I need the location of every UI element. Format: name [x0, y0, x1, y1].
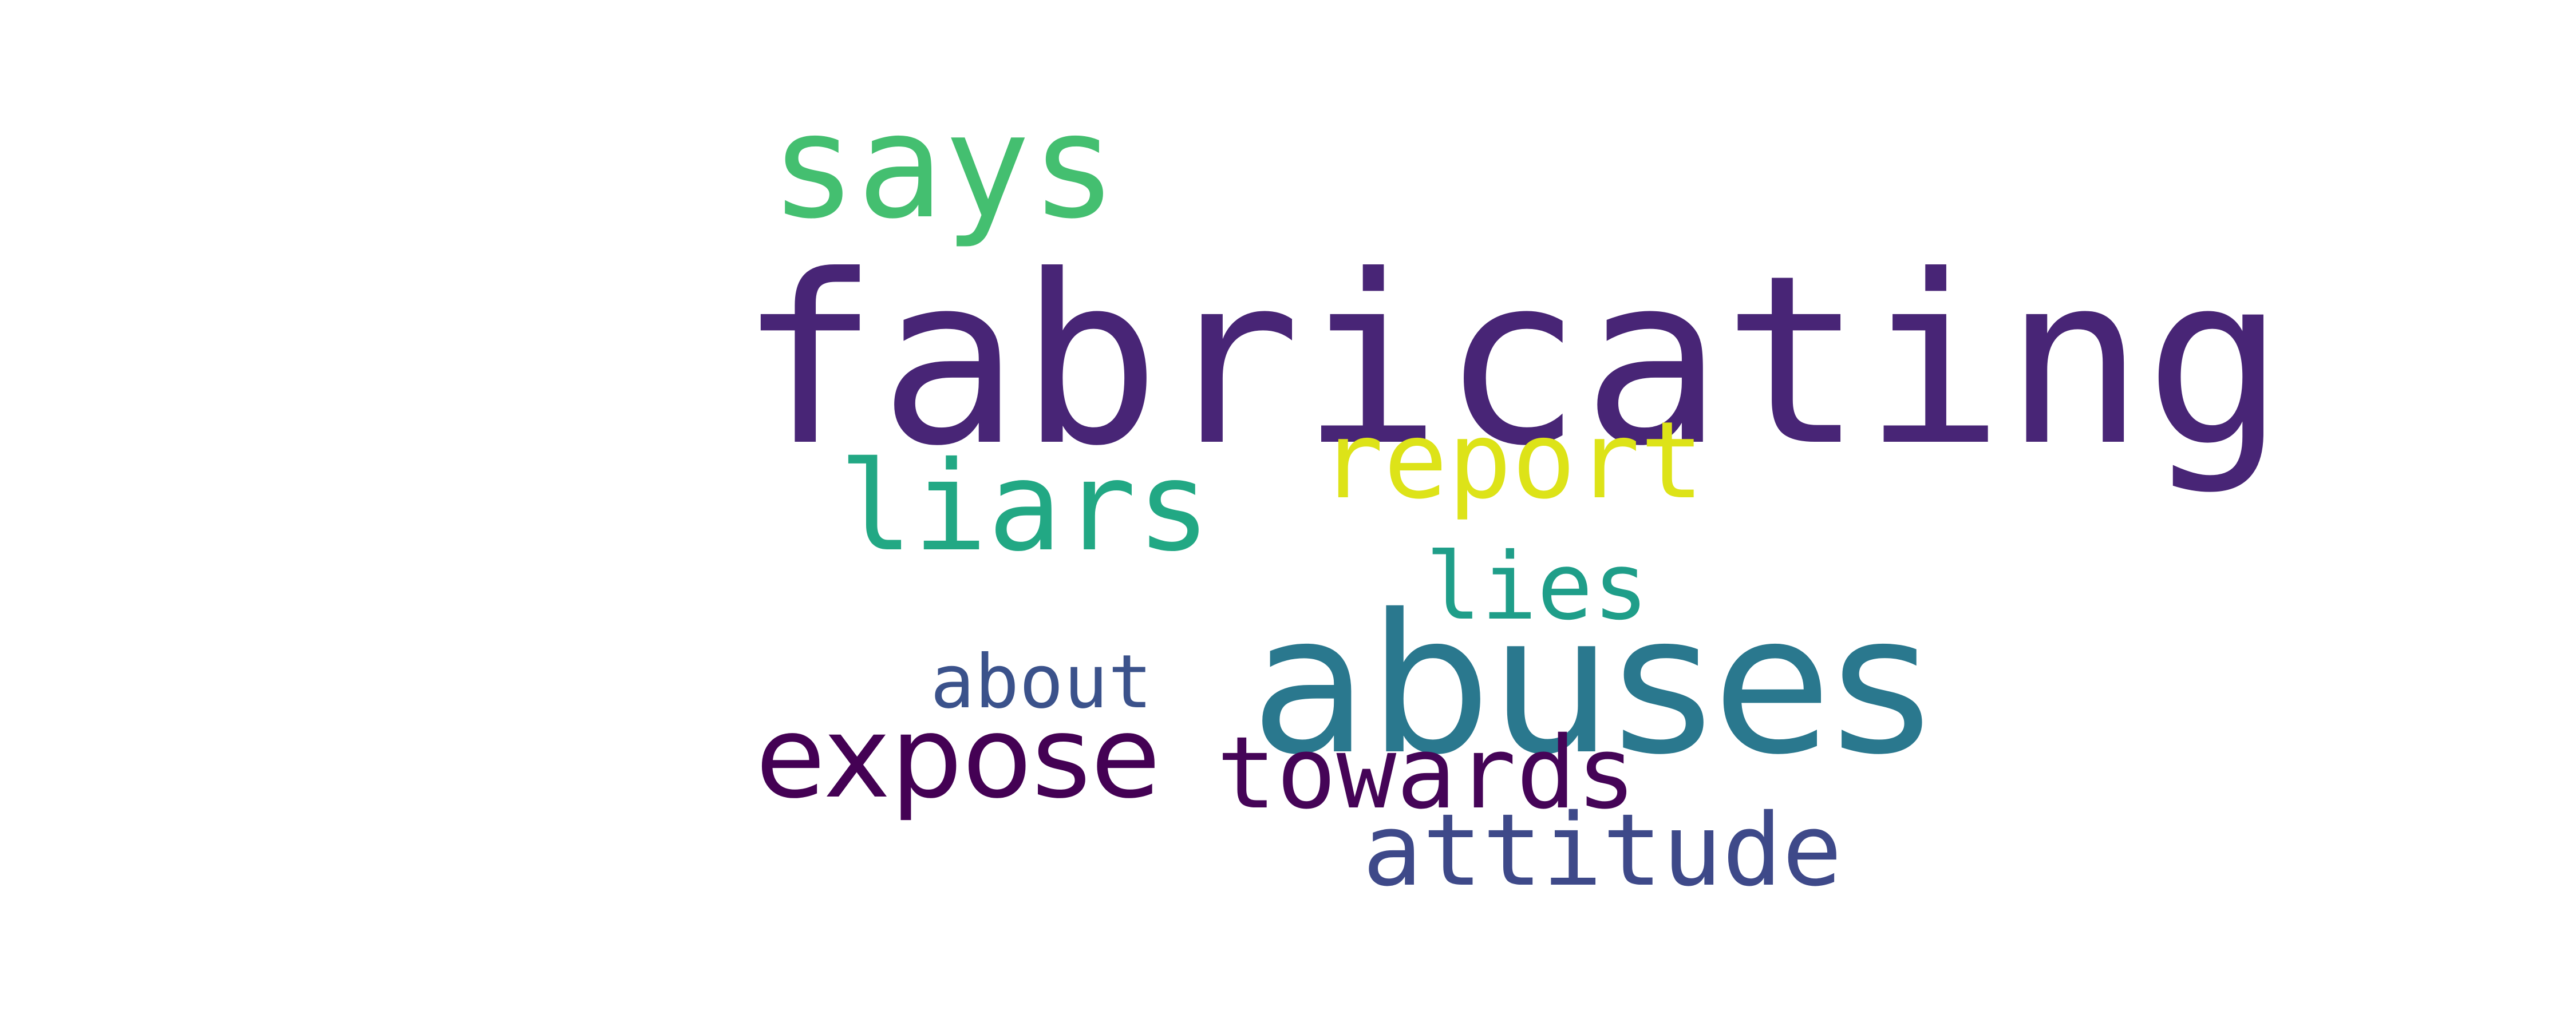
word-abuses: abuses — [1251, 573, 1931, 797]
word-liars: liars — [839, 435, 1211, 579]
word-about: about — [930, 639, 1153, 725]
word-attitude: attitude — [1362, 793, 1843, 909]
word-expose: expose — [756, 691, 1161, 823]
word-report: report — [1319, 398, 1704, 522]
word-towards: towards — [1216, 715, 1637, 831]
word-says: says — [770, 83, 1117, 251]
word-fabricating: fabricating — [738, 225, 2286, 497]
word-lies: lies — [1425, 533, 1649, 641]
